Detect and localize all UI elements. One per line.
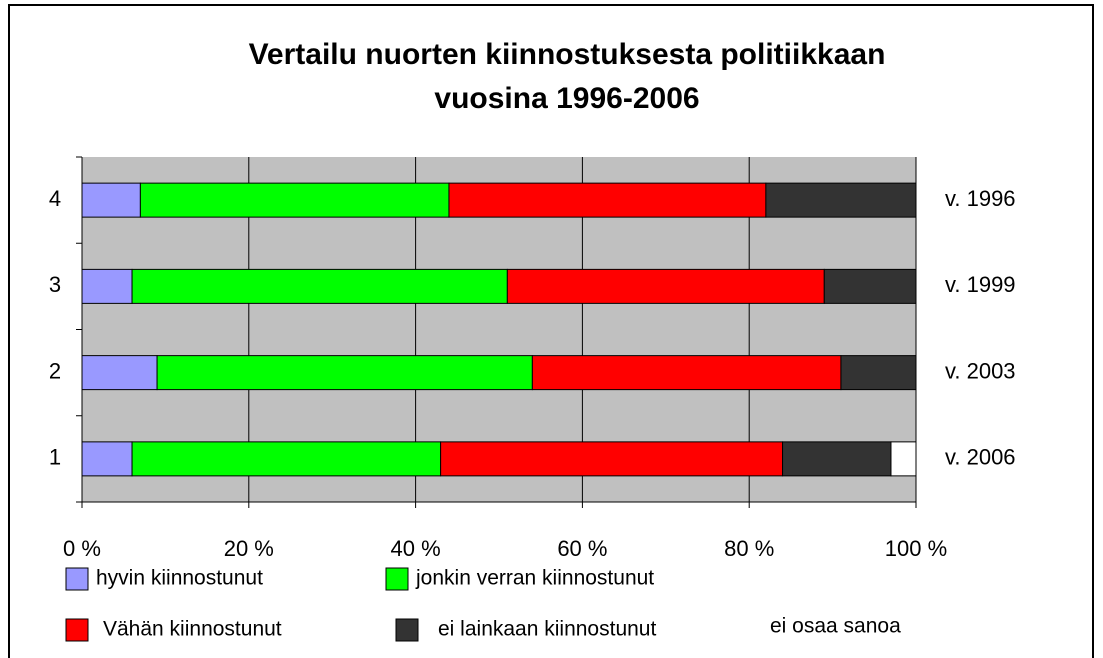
bar-segment <box>506 268 825 304</box>
legend-label: Vähän kiinnostunut <box>103 618 282 641</box>
legend-label: ei osaa sanoa <box>770 615 901 638</box>
y-tick-label: 4 <box>49 186 61 211</box>
legend-swatch <box>65 618 89 642</box>
legend-swatch <box>395 618 419 642</box>
bar-segment <box>823 268 917 304</box>
right-label: v. 2003 <box>945 358 1016 383</box>
bar-segment <box>156 355 533 391</box>
bar-segment <box>765 182 917 218</box>
legend-label: jonkin verran kiinnostunut <box>415 567 654 590</box>
bar-segment <box>131 268 508 304</box>
bar-segment <box>81 182 141 218</box>
bar-segment <box>81 355 158 391</box>
x-tick-label: 80 % <box>724 536 774 561</box>
bar-segment <box>448 182 767 218</box>
y-tick-label: 2 <box>49 358 61 383</box>
bar-segment <box>131 441 442 477</box>
x-tick-label: 60 % <box>557 536 607 561</box>
bar-segment <box>81 441 133 477</box>
x-tick-label: 40 % <box>391 536 441 561</box>
bar-segment <box>440 441 784 477</box>
right-label: v. 1999 <box>945 272 1016 297</box>
y-tick-label: 3 <box>49 272 61 297</box>
right-label: v. 2006 <box>945 445 1016 470</box>
legend-label: hyvin kiinnostunut <box>96 567 263 590</box>
legend-swatch <box>65 567 89 591</box>
chart-title: Vertailu nuorten kiinnostuksesta politii… <box>249 38 886 71</box>
right-label: v. 1996 <box>945 186 1016 211</box>
x-tick-label: 100 % <box>885 536 947 561</box>
bar-segment <box>782 441 892 477</box>
bar-segment <box>890 441 917 477</box>
bar-segment <box>139 182 450 218</box>
bar-segment <box>81 268 133 304</box>
bar-segment <box>840 355 917 391</box>
x-tick-label: 0 % <box>63 536 101 561</box>
legend-label: ei lainkaan kiinnostunut <box>438 618 656 641</box>
chart-title: vuosina 1996-2006 <box>434 82 699 115</box>
bar-segment <box>531 355 842 391</box>
y-tick-label: 1 <box>49 445 61 470</box>
x-tick-label: 20 % <box>224 536 274 561</box>
legend-swatch <box>385 567 409 591</box>
